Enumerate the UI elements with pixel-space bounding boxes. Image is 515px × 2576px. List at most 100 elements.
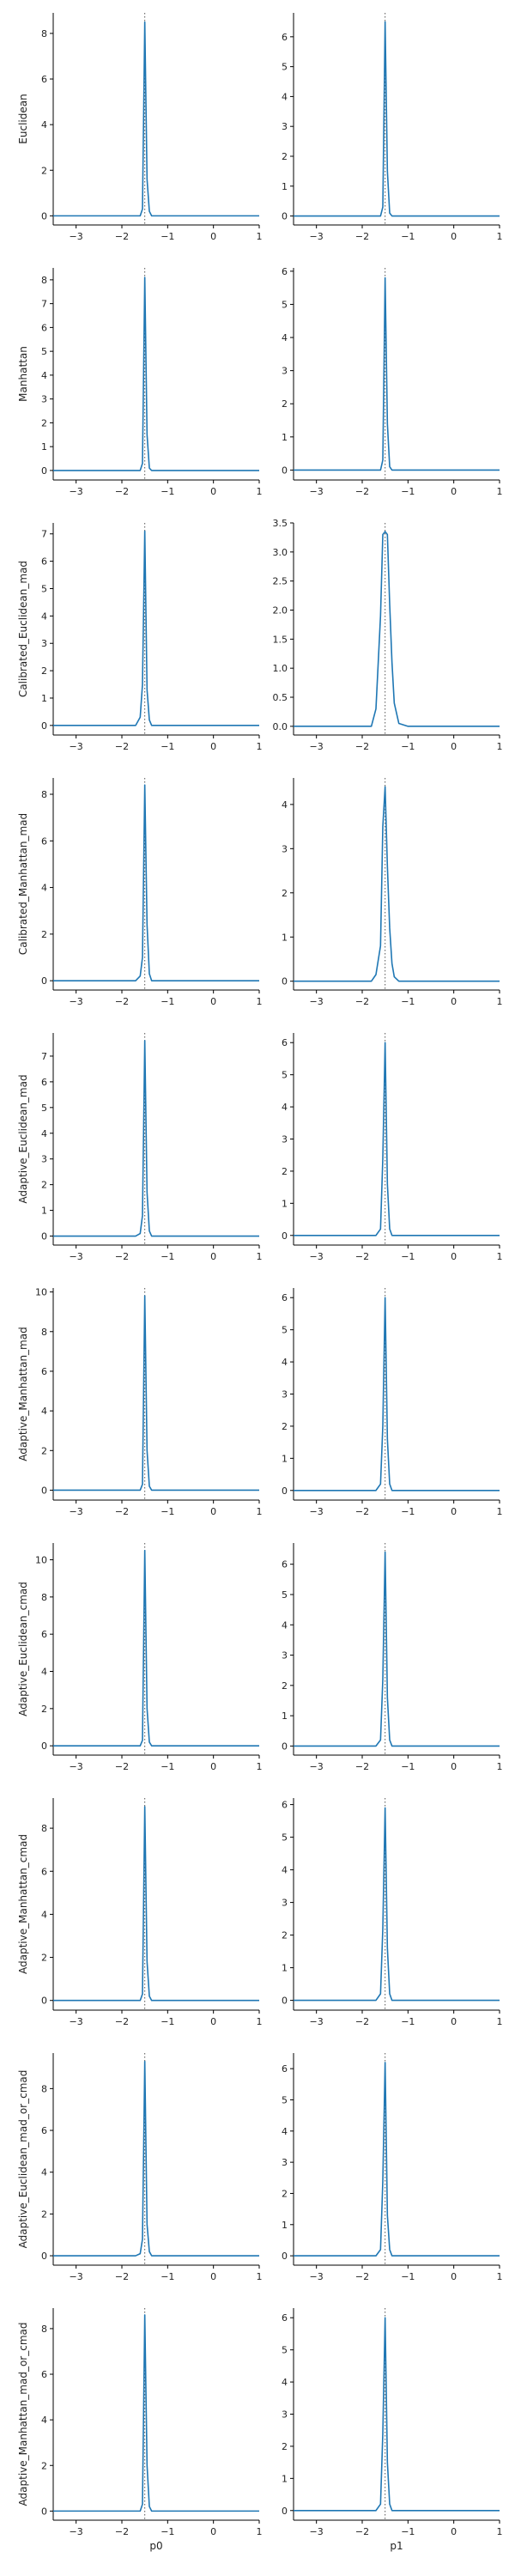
y-tick-label: 6 <box>41 2369 47 2380</box>
y-tick-label: 2 <box>41 165 47 176</box>
density-line <box>294 1297 500 1492</box>
y-tick-label: 6 <box>41 2125 47 2136</box>
x-tick-label: 0 <box>210 2271 216 2282</box>
x-tick-label: 0 <box>451 741 457 752</box>
y-tick-label: 8 <box>41 2324 47 2335</box>
y-tick-label: 3 <box>282 1898 288 1909</box>
x-tick-label: −3 <box>310 1761 324 1772</box>
x-tick-label: −1 <box>401 2016 415 2027</box>
x-tick-label: −1 <box>401 1251 415 1262</box>
panel-r4-c0: 0 1 2 3 4 5 6 7 −3 −2 −1 0 1 Adaptive_Euclidean_mad <box>17 1033 263 1262</box>
density-line <box>53 276 259 471</box>
x-tick-label: −1 <box>401 741 415 752</box>
y-tick-label: 0.0 <box>273 721 288 732</box>
y-tick-label: 0 <box>282 2506 288 2517</box>
x-tick-label: −3 <box>310 1251 324 1262</box>
y-tick-label: 3.5 <box>273 518 288 529</box>
y-tick-label: 1 <box>282 932 288 943</box>
x-tick-label: −3 <box>70 1506 83 1517</box>
y-tick-label: 1 <box>282 181 288 192</box>
panel-r1-c1: 0 1 2 3 4 5 6 −3 −2 −1 0 1 <box>282 266 503 497</box>
y-tick-label: 3 <box>41 638 47 649</box>
x-tick-label: −2 <box>115 2526 129 2537</box>
y-tick-label: 5 <box>282 299 288 310</box>
y-tick-label: 5 <box>282 2345 288 2356</box>
y-tick-label: 3 <box>282 121 288 132</box>
y-tick-label: 1 <box>282 2220 288 2231</box>
y-tick-label: 6 <box>282 2063 288 2075</box>
x-tick-label: −3 <box>70 1761 83 1772</box>
x-tick-label: 0 <box>210 741 216 752</box>
y-tick-label: 4 <box>41 1406 47 1417</box>
x-tick-label: 1 <box>257 2016 263 2027</box>
x-tick-label: 0 <box>210 2526 216 2537</box>
panel-r7-c0: 0 2 4 6 8 −3 −2 −1 0 1 Adaptive_Manhattan_cmad <box>17 1798 263 2027</box>
x-tick-label: −2 <box>355 996 369 1007</box>
y-tick-label: 1.0 <box>273 663 288 674</box>
x-tick-label: 0 <box>210 2016 216 2027</box>
y-tick-label: 8 <box>41 28 47 39</box>
y-tick-label: 4 <box>41 1667 47 1678</box>
row-label: Adaptive_Euclidean_mad <box>17 1074 29 1203</box>
panel-r2-c0: 0 1 2 3 4 5 6 7 −3 −2 −1 0 1 Calibrated_Euclidean_mad <box>17 523 263 752</box>
y-tick-label: 6 <box>41 556 47 568</box>
y-tick-label: 8 <box>41 2083 47 2094</box>
x-tick-label: −3 <box>70 486 83 497</box>
y-tick-label: 0 <box>41 465 47 477</box>
y-tick-label: 6 <box>282 2312 288 2324</box>
x-tick-label: 1 <box>257 996 263 1007</box>
y-tick-label: 4 <box>41 2167 47 2178</box>
y-tick-label: 7 <box>41 529 47 540</box>
density-line <box>294 2062 500 2257</box>
y-tick-label: 2 <box>41 1704 47 1715</box>
x-tick-label: 1 <box>497 1761 503 1772</box>
x-tick-label: −1 <box>161 1761 174 1772</box>
y-tick-label: 0 <box>41 1485 47 1496</box>
y-tick-label: 3 <box>282 2157 288 2168</box>
y-tick-label: 4 <box>282 1357 288 1368</box>
panel-r5-c0: 0 2 4 6 8 10 −3 −2 −1 0 1 Adaptive_Manhattan_mad <box>17 1287 263 1517</box>
x-tick-label: −3 <box>70 996 83 1007</box>
row-label: Adaptive_Manhattan_mad <box>17 1327 29 1461</box>
y-tick-label: 4 <box>41 1128 47 1139</box>
x-tick-label: −1 <box>161 2271 174 2282</box>
x-tick-label: 0 <box>451 1251 457 1262</box>
row-label: Adaptive_Euclidean_mad_or_cmad <box>17 2070 29 2249</box>
x-tick-label: −3 <box>70 741 83 752</box>
y-tick-label: 0.5 <box>273 692 288 703</box>
y-tick-label: 5 <box>41 1103 47 1114</box>
panel-r5-c1: 0 1 2 3 4 5 6 −3 −2 −1 0 1 <box>282 1288 503 1517</box>
y-tick-label: 1 <box>282 1198 288 1209</box>
x-tick-label: −2 <box>115 741 129 752</box>
x-tick-label: 0 <box>451 486 457 497</box>
y-tick-label: 8 <box>41 1592 47 1603</box>
x-tick-label: −2 <box>355 486 369 497</box>
y-tick-label: 2.0 <box>273 605 288 617</box>
x-tick-label: −1 <box>161 486 174 497</box>
y-tick-label: 0 <box>41 2506 47 2517</box>
y-tick-label: 4 <box>41 883 47 894</box>
y-tick-label: 2 <box>41 1180 47 1191</box>
y-tick-label: 0 <box>41 1231 47 1242</box>
x-tick-label: −1 <box>401 486 415 497</box>
y-tick-label: 6 <box>282 1800 288 1811</box>
x-tick-label: −3 <box>70 2271 83 2282</box>
y-tick-label: 3 <box>282 1650 288 1662</box>
x-tick-label: 0 <box>210 486 216 497</box>
y-tick-label: 0 <box>41 210 47 222</box>
y-tick-label: 0 <box>282 1741 288 1752</box>
y-tick-label: 6 <box>41 74 47 85</box>
x-tick-label: 0 <box>451 2016 457 2027</box>
panel-r9-c0: 0 2 4 6 8 −3 −2 −1 0 1 Adaptive_Manhattan_mad_or_c… <box>17 2308 263 2552</box>
x-tick-label: −3 <box>310 231 324 242</box>
y-tick-label: 4 <box>41 119 47 131</box>
x-tick-label: −2 <box>115 996 129 1007</box>
y-tick-label: 3.0 <box>273 547 288 558</box>
density-line <box>53 1040 259 1237</box>
x-tick-label: −3 <box>70 231 83 242</box>
density-line <box>53 784 259 981</box>
x-tick-label: −1 <box>161 231 174 242</box>
x-tick-label: −3 <box>310 1506 324 1517</box>
panel-r1-c0: 0 1 2 3 4 5 6 7 8 −3 −2 −1 0 1 Manhattan <box>17 268 263 497</box>
x-tick-label: 1 <box>497 2016 503 2027</box>
